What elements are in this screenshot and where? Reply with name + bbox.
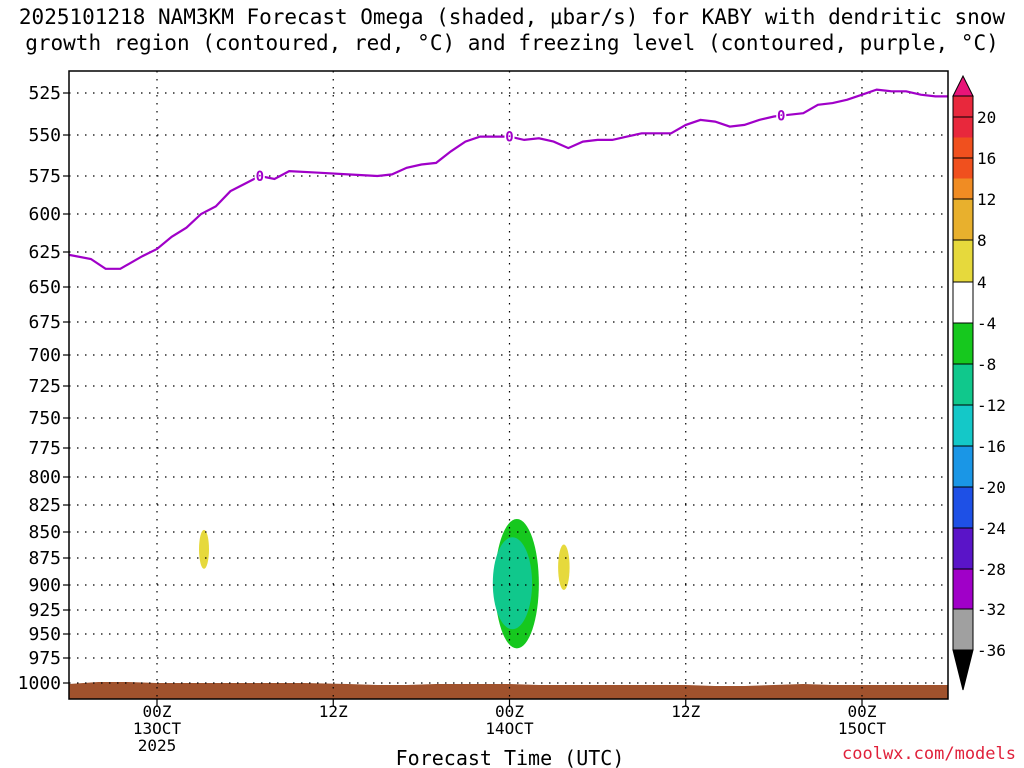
x-tick-label: 14OCT bbox=[485, 719, 534, 738]
x-tick-label: 00Z bbox=[143, 702, 172, 721]
y-tick-label: 875 bbox=[28, 548, 61, 569]
y-tick-label: 700 bbox=[28, 345, 61, 366]
y-axis: 525 550 575 600 625 650 675 700 725 750 775 800 825 8… bbox=[18, 83, 69, 694]
colorbar-tick-label: -36 bbox=[977, 641, 1006, 660]
x-tick-label: 12Z bbox=[671, 702, 700, 721]
freezing-level: 0 0 0 bbox=[69, 88, 948, 270]
y-tick-label: 975 bbox=[28, 648, 61, 669]
omega-region bbox=[199, 529, 209, 569]
surface-terrain bbox=[69, 682, 948, 699]
x-axis-label: Forecast Time (UTC) bbox=[396, 746, 625, 768]
colorbar-tick-label: -28 bbox=[977, 560, 1006, 579]
y-tick-label: 550 bbox=[28, 125, 61, 146]
y-tick-label: 900 bbox=[28, 575, 61, 596]
colorbar-segment bbox=[953, 629, 973, 650]
colorbar: 20 16 12 8 4 -4 -8 -12 -16 -20 -24 -28 -32 -36 bbox=[952, 74, 1006, 691]
colorbar-tick-label: 20 bbox=[977, 108, 996, 127]
y-tick-label: 925 bbox=[28, 600, 61, 621]
colorbar-segment bbox=[953, 384, 973, 405]
colorbar-tick-label: 8 bbox=[977, 231, 987, 250]
x-tick-label: 00Z bbox=[848, 702, 877, 721]
y-tick-label: 1000 bbox=[18, 673, 61, 694]
colorbar-segment bbox=[953, 364, 973, 385]
colorbar-tick-label: -12 bbox=[977, 396, 1006, 415]
freezing-level-label: 0 bbox=[256, 169, 264, 185]
y-tick-label: 750 bbox=[28, 408, 61, 429]
freezing-label-bg bbox=[254, 169, 265, 183]
terrain-fill bbox=[69, 682, 948, 699]
y-tick-label: 950 bbox=[28, 624, 61, 645]
x-tick-label: 15OCT bbox=[838, 719, 887, 738]
colorbar-arrow-top bbox=[952, 74, 974, 97]
x-tick-label: 13OCT bbox=[133, 719, 182, 738]
colorbar-segment bbox=[953, 589, 973, 609]
colorbar-tick-label: -20 bbox=[977, 478, 1006, 497]
colorbar-segment bbox=[953, 96, 973, 117]
y-tick-label: 525 bbox=[28, 83, 61, 104]
y-tick-label: 850 bbox=[28, 522, 61, 543]
colorbar-segment bbox=[953, 343, 973, 364]
colorbar-segment bbox=[953, 528, 973, 549]
chart-title: 2025101218 NAM3KM Forecast Omega (shaded… bbox=[0, 4, 1024, 56]
colorbar-segment bbox=[953, 117, 973, 138]
colorbar-segment bbox=[953, 137, 973, 158]
y-tick-label: 650 bbox=[28, 277, 61, 298]
colorbar-segment bbox=[953, 282, 973, 323]
colorbar-segment bbox=[953, 466, 973, 487]
y-tick-label: 725 bbox=[28, 376, 61, 397]
colorbar-segment bbox=[953, 487, 973, 508]
colorbar-segment bbox=[953, 569, 973, 589]
colorbar-segment bbox=[953, 178, 973, 199]
colorbar-tick-label: -24 bbox=[977, 519, 1006, 538]
x-tick-label: 12Z bbox=[319, 702, 348, 721]
omega-shading bbox=[199, 519, 570, 649]
colorbar-segment bbox=[953, 219, 973, 240]
grid bbox=[69, 71, 948, 699]
colorbar-segment bbox=[953, 446, 973, 467]
freezing-level-line bbox=[69, 88, 948, 270]
colorbar-segment bbox=[953, 261, 973, 282]
colorbar-segment bbox=[953, 199, 973, 220]
freezing-label-bg bbox=[776, 108, 787, 123]
colorbar-arrow-bottom bbox=[952, 649, 974, 691]
y-tick-label: 775 bbox=[28, 438, 61, 459]
colorbar-tick-label: 16 bbox=[977, 149, 996, 168]
colorbar-tick-label: -8 bbox=[977, 355, 996, 374]
colorbar-segment bbox=[953, 609, 973, 630]
colorbar-tick-label: 12 bbox=[977, 190, 996, 209]
colorbar-segment bbox=[953, 548, 973, 569]
colorbar-segment bbox=[953, 405, 973, 426]
y-tick-label: 800 bbox=[28, 467, 61, 488]
colorbar-segment bbox=[953, 158, 973, 179]
chart-title-line2: growth region (contoured, red, °C) and f… bbox=[25, 31, 999, 55]
watermark: coolwx.com/models bbox=[842, 744, 1016, 764]
omega-region bbox=[492, 537, 533, 630]
colorbar-tick-label: 4 bbox=[977, 273, 987, 292]
freezing-level-label: 0 bbox=[505, 130, 513, 146]
y-tick-label: 575 bbox=[28, 166, 61, 187]
y-tick-label: 825 bbox=[28, 495, 61, 516]
y-tick-label: 600 bbox=[28, 204, 61, 225]
colorbar-segment bbox=[953, 507, 973, 528]
freezing-level-label: 0 bbox=[777, 109, 785, 125]
colorbar-tick-label: -16 bbox=[977, 437, 1006, 456]
colorbar-segment bbox=[953, 425, 973, 446]
freezing-label-bg bbox=[504, 129, 515, 144]
colorbar-segment bbox=[953, 323, 973, 344]
colorbar-tick-label: -4 bbox=[977, 314, 996, 333]
omega-region bbox=[558, 544, 570, 590]
colorbar-segment bbox=[953, 240, 973, 261]
x-tick-label: 2025 bbox=[138, 736, 177, 755]
y-tick-label: 625 bbox=[28, 242, 61, 263]
y-tick-label: 675 bbox=[28, 312, 61, 333]
x-tick-label: 00Z bbox=[495, 702, 524, 721]
plot-frame bbox=[68, 70, 949, 700]
chart-title-line1: 2025101218 NAM3KM Forecast Omega (shaded… bbox=[18, 5, 1006, 29]
colorbar-tick-label: -32 bbox=[977, 600, 1006, 619]
